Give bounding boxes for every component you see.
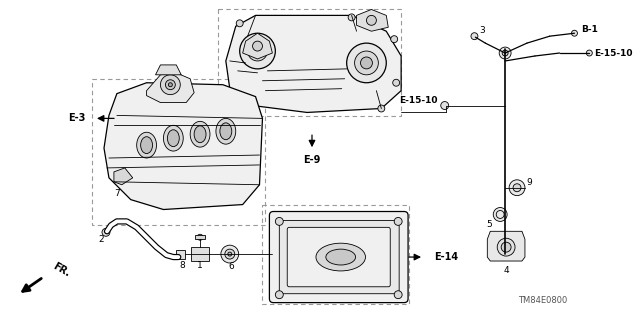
Circle shape [347,43,387,83]
Circle shape [493,208,507,221]
Circle shape [497,238,515,256]
Circle shape [240,33,275,69]
Bar [218,10,401,116]
Polygon shape [487,231,525,261]
Polygon shape [356,10,388,31]
Text: E-15-10: E-15-10 [399,96,438,105]
Circle shape [102,228,110,236]
Circle shape [393,79,399,86]
Circle shape [367,15,376,25]
Circle shape [378,105,385,112]
Circle shape [248,41,268,61]
Bar [92,79,266,225]
Polygon shape [156,65,181,75]
Circle shape [228,252,232,256]
Circle shape [441,101,449,109]
Text: 4: 4 [503,266,509,275]
Bar [176,250,185,259]
Circle shape [391,36,397,43]
Circle shape [221,245,239,263]
Circle shape [253,46,262,56]
Text: 9: 9 [526,178,532,187]
Text: FR.: FR. [51,261,72,279]
Circle shape [509,180,525,196]
FancyBboxPatch shape [287,227,390,287]
Polygon shape [114,168,132,185]
Ellipse shape [220,123,232,140]
Text: 7: 7 [114,189,120,198]
Circle shape [165,80,175,90]
Text: 1: 1 [197,262,203,271]
Circle shape [168,83,172,87]
Circle shape [348,14,355,21]
FancyBboxPatch shape [269,211,408,303]
Circle shape [394,218,402,225]
Polygon shape [104,83,262,210]
Text: 8: 8 [179,262,185,271]
Ellipse shape [168,130,179,147]
Ellipse shape [141,137,152,153]
Text: 3: 3 [479,26,485,35]
Ellipse shape [326,249,356,265]
Polygon shape [226,15,401,113]
Ellipse shape [190,121,210,147]
Ellipse shape [194,126,206,143]
Circle shape [225,249,235,259]
Ellipse shape [316,243,365,271]
Polygon shape [147,73,194,102]
Circle shape [275,218,284,225]
Polygon shape [243,33,273,59]
Circle shape [471,33,478,40]
Text: E-9: E-9 [303,155,321,165]
Circle shape [236,20,243,27]
Text: B-1: B-1 [581,25,598,34]
Circle shape [502,50,508,56]
Circle shape [360,57,372,69]
FancyBboxPatch shape [279,220,399,294]
Circle shape [197,234,203,240]
Circle shape [355,51,378,75]
Ellipse shape [163,125,183,151]
Text: E-3: E-3 [68,113,86,123]
Circle shape [586,50,592,56]
Circle shape [501,242,511,252]
Circle shape [513,184,521,192]
Text: 6: 6 [228,263,234,271]
Text: E-14: E-14 [434,252,458,262]
Circle shape [394,291,402,299]
Circle shape [161,75,180,95]
Circle shape [572,30,577,36]
Bar [262,204,409,304]
Text: 2: 2 [98,235,104,244]
Text: 5: 5 [486,220,492,229]
Bar [195,235,205,239]
Ellipse shape [137,132,157,158]
Bar [191,247,209,261]
Circle shape [499,47,511,59]
Text: E-15-10: E-15-10 [595,48,633,57]
Circle shape [275,291,284,299]
Circle shape [253,41,262,51]
Ellipse shape [216,118,236,144]
Text: TM84E0800: TM84E0800 [518,296,568,305]
